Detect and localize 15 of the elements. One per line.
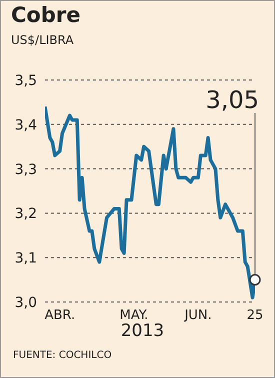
x-tick-label: ABR. [44, 308, 76, 324]
y-tick-label: 3,4 [14, 117, 38, 134]
x-axis-title: 2013 [120, 321, 164, 341]
y-tick-label: 3,5 [14, 72, 37, 89]
y-tick-label: 3,0 [14, 294, 37, 311]
y-tick-label: 3,2 [14, 206, 37, 222]
x-tick-label: JUN. [184, 308, 212, 324]
x-tick-label: 25 [246, 308, 264, 324]
y-tick-label: 3,3 [14, 162, 37, 178]
chart-subtitle: US$/LIBRA [11, 33, 74, 47]
y-tick-label: 3,1 [14, 250, 37, 267]
annotation: 3,05 [206, 86, 259, 114]
x-tick-label: MAY. [120, 308, 148, 324]
chart-title: Cobre [11, 3, 80, 27]
source-note: FUENTE: COCHILCO [13, 350, 112, 361]
